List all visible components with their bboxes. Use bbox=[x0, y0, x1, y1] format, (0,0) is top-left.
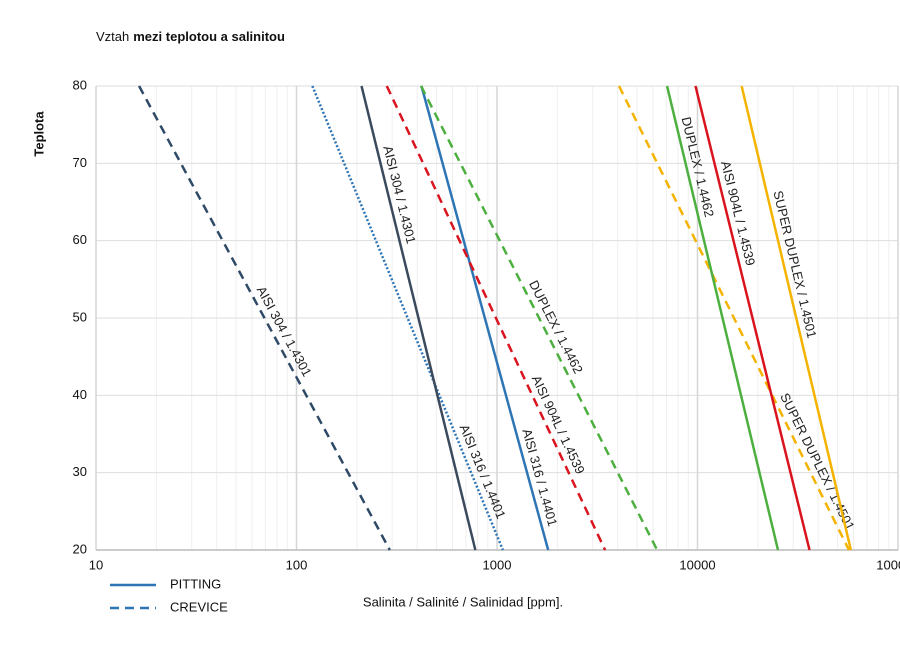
series-line bbox=[694, 85, 811, 551]
x-tick-label: 100 bbox=[286, 557, 308, 572]
series-line bbox=[740, 85, 853, 551]
y-tick-label: 40 bbox=[73, 387, 87, 402]
y-tick-label: 20 bbox=[73, 541, 87, 556]
y-tick-label: 60 bbox=[73, 232, 87, 247]
series-line bbox=[419, 85, 659, 551]
series-line bbox=[665, 85, 780, 551]
series-line bbox=[360, 85, 477, 551]
y-tick-label: 80 bbox=[73, 77, 87, 92]
series-label: AISI 304 / 1.4301 bbox=[254, 284, 315, 380]
series-label: DUPLEX / 1.4462 bbox=[526, 278, 586, 376]
y-tick-label: 70 bbox=[73, 155, 87, 170]
series-line bbox=[420, 85, 550, 551]
y-axis-label: Teplota bbox=[31, 111, 46, 157]
legend-label: PITTING bbox=[170, 576, 221, 591]
series-line bbox=[137, 85, 391, 551]
y-tick-label: 50 bbox=[73, 309, 87, 324]
title-regular: Vztah bbox=[96, 29, 129, 44]
series-label: AISI 304 / 1.4301 bbox=[380, 144, 419, 245]
chart-title: Vztah mezi teplotou a salinitou bbox=[96, 29, 285, 44]
series-line bbox=[617, 85, 851, 551]
grid bbox=[95, 85, 899, 551]
series-line bbox=[385, 85, 607, 551]
x-axis-label: Salinita / Salinité / Salinidad [ppm]. bbox=[363, 594, 563, 609]
y-tick-label: 30 bbox=[73, 464, 87, 479]
title-bold: mezi teplotou a salinitou bbox=[133, 29, 285, 44]
x-tick-label: 10000 bbox=[679, 557, 715, 572]
x-tick-label: 10 bbox=[89, 557, 103, 572]
x-tick-label: 100000 bbox=[876, 557, 900, 572]
legend-label: CREVICE bbox=[170, 599, 228, 614]
x-tick-label: 1000 bbox=[483, 557, 512, 572]
series-line bbox=[311, 85, 505, 551]
series-label: AISI 904L / 1.4539 bbox=[718, 159, 758, 267]
